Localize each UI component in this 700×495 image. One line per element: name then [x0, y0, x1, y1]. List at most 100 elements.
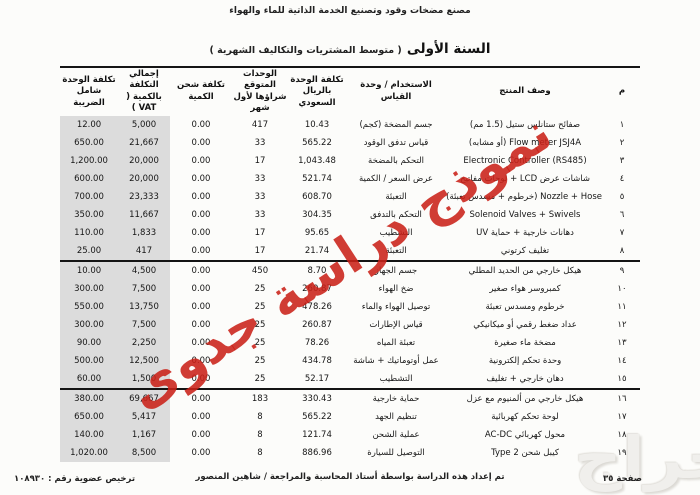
section-title-sub: ( متوسط المشتريات والتكاليف الشهرية ) — [209, 45, 402, 56]
cell-units: 8 — [257, 429, 263, 440]
table-row: ١٩ كيبل شحن Type 2 التوصيل للسيارة 886.96 8 0… — [60, 443, 640, 462]
cell-units: 17 — [232, 241, 288, 262]
cell-description: دهان خارجي + تغليف — [446, 369, 604, 390]
section-title-main: السنة الأولى — [406, 41, 491, 57]
cell-unit-cost-tax: 300.00 — [60, 279, 118, 298]
cell-description: كيبل شحن Type 2 — [491, 447, 559, 458]
cell-usage: التشطيب — [346, 369, 446, 390]
cell-usage: التعبئة — [385, 191, 407, 202]
cell-unit-cost: 521.74 — [302, 173, 332, 184]
cell-units: 25 — [232, 369, 288, 390]
col-header-shipping: تكلفة شحن الكمية — [177, 80, 225, 102]
cell-units: 417 — [251, 119, 269, 130]
table-row: ٧ دهانات خارجية + حماية UV التشطيب 95.65 17 0… — [60, 223, 640, 242]
cell-units: 25 — [254, 301, 266, 312]
cell-shipping: 0.00 — [191, 337, 211, 348]
cell-unit-cost-tax: 12.00 — [60, 115, 118, 134]
cell-usage: جسم الجهاز — [374, 265, 418, 276]
cell-shipping: 0.00 — [191, 447, 211, 458]
table-row: ١٨ محول كهربائي AC-DC عملية الشحن 121.74 8 0.… — [60, 425, 640, 444]
table-row: ١٦ هيكل خارجي من ألمنيوم مع عزل حماية خارج… — [60, 388, 640, 408]
cell-description: Nozzle + Hose (خرطوم + مسدس تعبئة) — [446, 191, 602, 202]
cell-unit-cost-tax: 650.00 — [60, 133, 118, 152]
cell-shipping: 0.00 — [191, 119, 211, 130]
cell-serial: ١ — [619, 119, 625, 130]
cell-total: 417 — [118, 241, 170, 262]
table-row: ٤ شاشات عرض LCD + لوحات مفاتيح عرض السعر /… — [60, 169, 640, 188]
table-row: ٢ Flow meter JSJ4A (أو مشابه) قياس تدفق ال… — [60, 133, 640, 152]
col-header-unit-cost-tax: تكلفة الوحدة شامل الضريبة — [62, 74, 116, 108]
col-header-description: وصف المنتج — [499, 86, 551, 97]
cell-total: 12,500 — [118, 351, 170, 370]
cell-unit-cost: 330.43 — [302, 393, 332, 404]
cell-total: 1,833 — [118, 223, 170, 242]
table-row: ١٧ لوحة تحكم كهربائية تنظيم الجهد 565.22 8 0.… — [60, 407, 640, 426]
cell-serial: ١٢ — [617, 319, 627, 330]
cell-total: 21,667 — [118, 133, 170, 152]
cell-unit-cost-tax: 1,200.00 — [60, 151, 118, 170]
cell-description: محول كهربائي AC-DC — [484, 429, 566, 440]
table-row: ١٠ كمبروسر هواء صغير ضخ الهواء 260.87 25 0.00… — [60, 279, 640, 298]
cell-unit-cost: 434.78 — [302, 355, 332, 366]
cell-units: 8 — [257, 411, 263, 422]
cell-usage: التحكم بالتدفق — [370, 209, 422, 220]
cell-unit-cost-tax: 550.00 — [60, 297, 118, 316]
cell-unit-cost: 478.26 — [302, 301, 332, 312]
cell-serial: ١٥ — [604, 369, 640, 390]
cell-shipping: 0.00 — [191, 209, 211, 220]
table-header: م وصف المنتج الاستخدام / وحدة القياس تكل… — [60, 67, 640, 116]
cell-shipping: 0.00 — [191, 155, 211, 166]
table-row: ٨ تغليف كرتوني التعبئة 21.74 17 0.00 417 25.00 — [60, 241, 640, 262]
cell-unit-cost: 95.65 — [304, 227, 330, 238]
cell-description: شاشات عرض LCD + لوحات مفاتيح — [459, 173, 590, 184]
cell-description: وحدة تحكم إلكترونية — [488, 355, 562, 366]
cell-serial: ٥ — [619, 191, 625, 202]
cell-units: 33 — [254, 137, 266, 148]
table-row: ١١ خرطوم ومسدس تعبئة توصيل الهواء والماء 47… — [60, 297, 640, 316]
cell-unit-cost: 260.87 — [302, 283, 332, 294]
cell-unit-cost-tax: 350.00 — [60, 205, 118, 224]
cell-total: 8,500 — [118, 443, 170, 462]
cell-description: مضخة ماء صغيرة — [494, 337, 556, 348]
cell-total: 11,667 — [118, 205, 170, 224]
cell-unit-cost: 304.35 — [302, 209, 332, 220]
cell-units: 25 — [254, 319, 266, 330]
cell-usage: التشطيب — [379, 227, 413, 238]
cell-shipping: 0.00 — [191, 411, 211, 422]
cell-serial: ٦ — [619, 209, 625, 220]
cell-usage: التوصيل للسيارة — [367, 447, 425, 458]
cell-description: Solenoid Valves + Swivels — [469, 209, 581, 220]
cell-usage: قياس الإطارات — [369, 319, 423, 330]
cell-unit-cost: 121.74 — [302, 429, 332, 440]
table-row: ٦ Solenoid Valves + Swivels التحكم بالتدفق… — [60, 205, 640, 224]
cell-unit-cost: 78.26 — [304, 337, 330, 348]
cell-serial: ٨ — [604, 241, 640, 262]
cell-serial: ١٣ — [617, 337, 627, 348]
col-header-total: إجمالي التكلفة بالكمية ( VAT ) — [126, 69, 162, 114]
cell-serial: ١٤ — [617, 355, 627, 366]
cell-total: 1,500 — [118, 369, 170, 390]
col-header-unit-cost: تكلفة الوحدة بالريال السعودي — [290, 74, 344, 108]
cell-shipping: 0.00 — [191, 137, 211, 148]
factory-title: مصنع مضخات وقود وتصنيع الخدمة الذاتية لل… — [229, 6, 471, 16]
cell-serial: ٣ — [619, 155, 625, 166]
col-header-units: الوحدات المتوقع شراؤها لأول شهر — [233, 69, 287, 114]
cell-description: هيكل خارجي من الحديد المطلي — [468, 265, 582, 276]
cell-total: 2,250 — [118, 333, 170, 352]
cell-unit-cost-tax: 25.00 — [60, 241, 118, 262]
cell-units: 17 — [254, 227, 266, 238]
section-title: السنة الأولى ( متوسط المشتريات والتكاليف… — [0, 38, 700, 57]
cell-usage: قياس تدفق الوقود — [363, 137, 429, 148]
cell-unit-cost: 260.87 — [302, 319, 332, 330]
cell-unit-cost: 565.22 — [302, 411, 332, 422]
cell-total: 1,167 — [118, 425, 170, 444]
cell-usage: حماية خارجية — [372, 393, 420, 404]
cell-shipping: 0.00 — [191, 283, 211, 294]
cell-usage: عرض السعر / الكمية — [358, 173, 433, 184]
cell-usage: ضخ الهواء — [378, 283, 414, 294]
cell-shipping: 0.00 — [191, 173, 211, 184]
cell-total: 4,500 — [118, 260, 170, 280]
page-number: صفحة ٣٥ — [603, 474, 642, 484]
cell-serial: ٤ — [619, 173, 625, 184]
cell-serial: ٢ — [619, 137, 625, 148]
